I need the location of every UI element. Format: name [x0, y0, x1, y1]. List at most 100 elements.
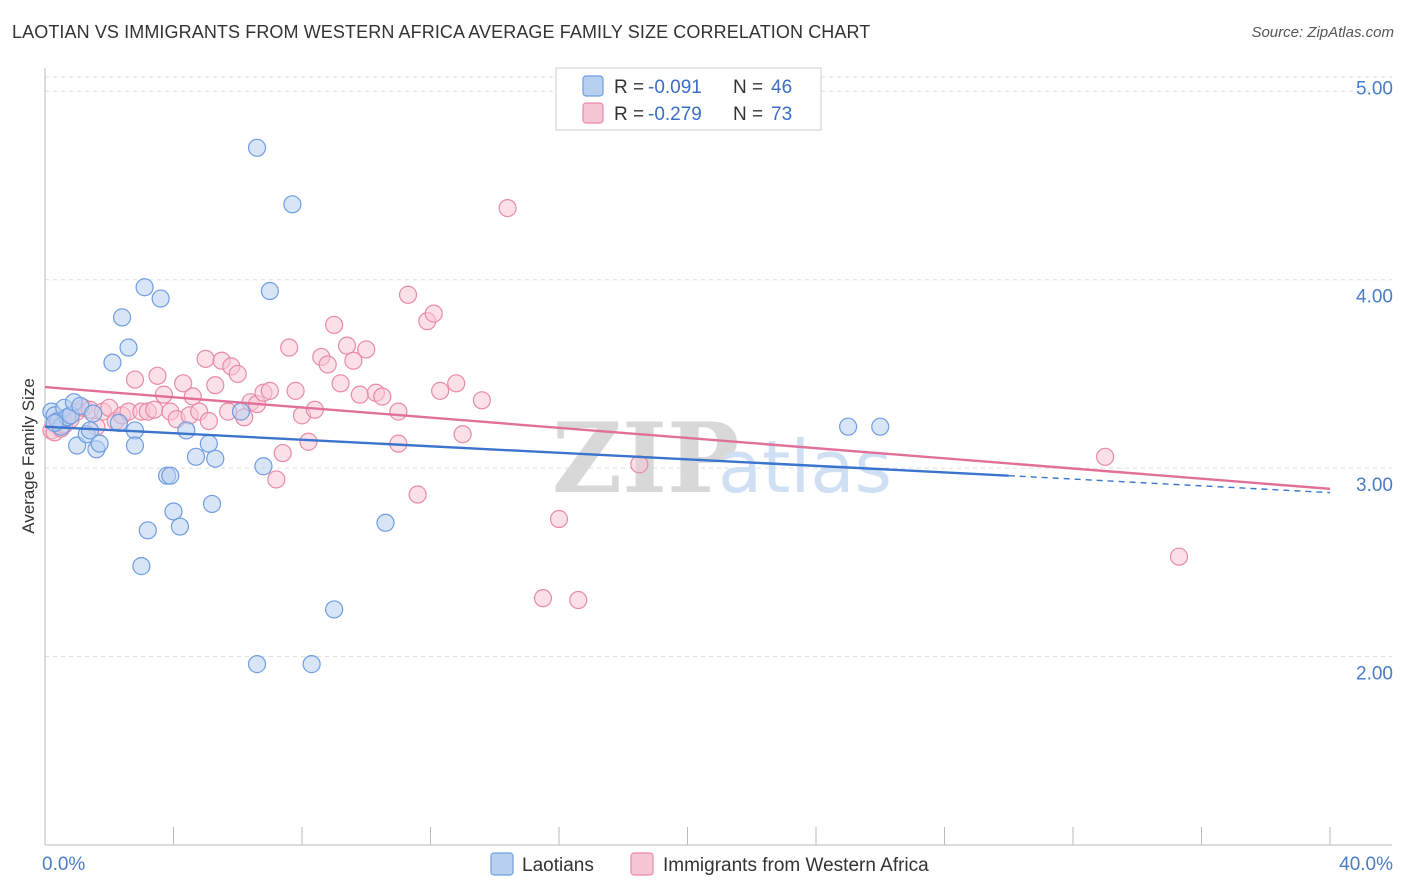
- point-blue-22: [135, 278, 154, 297]
- point-blue-12: [84, 404, 103, 423]
- point-blue-31: [199, 434, 218, 453]
- point-pink-62: [424, 304, 443, 323]
- x-tick-label-min: 0.0%: [42, 854, 85, 875]
- point-blue-16: [109, 413, 128, 433]
- point-pink-28: [196, 349, 215, 368]
- trend-line-blue-extension: [1008, 474, 1331, 494]
- legend-n-value-1: 73: [771, 104, 792, 125]
- point-pink-73: [1169, 547, 1189, 566]
- point-pink-49: [325, 315, 344, 335]
- trend-line-blue: [44, 425, 1009, 477]
- point-blue-17: [112, 308, 132, 327]
- point-blue-37: [254, 457, 273, 476]
- point-pink-54: [357, 340, 376, 359]
- point-blue-44: [871, 417, 890, 436]
- point-blue-40: [302, 655, 321, 674]
- y-axis-title: Average Family Size: [19, 378, 38, 534]
- point-pink-48: [318, 355, 337, 374]
- point-blue-42: [376, 513, 395, 532]
- grid-lines: [45, 76, 1392, 658]
- point-pink-65: [453, 425, 472, 444]
- y-tick-label-2: 3.00: [1356, 475, 1393, 496]
- point-pink-50: [331, 374, 350, 393]
- point-blue-41: [325, 600, 344, 619]
- trend-line-pink: [44, 385, 1331, 491]
- point-blue-45: [45, 413, 64, 433]
- chart-title: LAOTIAN VS IMMIGRANTS FROM WESTERN AFRIC…: [12, 22, 871, 42]
- x-axis-ticks: [44, 827, 1331, 845]
- point-pink-53: [350, 385, 369, 404]
- legend-swatch-laotians: [582, 75, 604, 97]
- watermark-atlas: atlas: [718, 425, 892, 509]
- point-blue-28: [170, 517, 190, 536]
- chart-source: Source: ZipAtlas.com: [1251, 24, 1394, 41]
- watermark: ZIP atlas: [552, 402, 892, 515]
- y-tick-label-1: 4.00: [1356, 287, 1393, 308]
- point-pink-66: [472, 391, 491, 410]
- point-pink-20: [148, 366, 167, 385]
- point-pink-63: [431, 381, 450, 400]
- axes: 5.00 4.00 3.00 2.00 0.0% 40.0% Average Fami…: [19, 68, 1393, 875]
- point-blue-39: [283, 195, 302, 214]
- legend-swatch-western-africa: [582, 102, 604, 124]
- series-laotians-points: [42, 138, 890, 674]
- point-blue-30: [186, 447, 206, 466]
- point-pink-42: [280, 338, 299, 357]
- point-blue-32: [202, 494, 222, 514]
- point-pink-59: [398, 285, 418, 304]
- legend-n-label-1: N =: [733, 104, 763, 125]
- point-blue-23: [138, 521, 157, 540]
- point-pink-26: [183, 387, 202, 406]
- point-pink-52: [344, 351, 363, 370]
- point-blue-33: [206, 449, 225, 468]
- point-pink-67: [498, 198, 517, 218]
- point-pink-70: [569, 590, 588, 610]
- point-pink-56: [373, 387, 392, 406]
- trend-lines: [44, 385, 1331, 494]
- point-blue-35: [247, 138, 267, 157]
- legend-r-value-0: -0.091: [648, 77, 702, 98]
- point-blue-26: [161, 466, 180, 485]
- legend-r-value-1: -0.279: [648, 104, 702, 125]
- point-blue-27: [164, 502, 183, 521]
- point-blue-15: [103, 353, 122, 372]
- point-pink-21: [154, 385, 173, 404]
- legend-r-label-1: R =: [614, 104, 644, 125]
- point-blue-18: [119, 338, 138, 357]
- point-blue-20: [125, 436, 145, 455]
- bottom-legend-swatch-laotians: [490, 852, 514, 876]
- legend-n-value-0: 46: [771, 77, 792, 98]
- point-pink-16: [125, 370, 145, 389]
- y-tick-label-0: 5.00: [1356, 78, 1393, 99]
- point-pink-71: [630, 455, 649, 474]
- point-blue-21: [132, 557, 151, 576]
- point-blue-38: [260, 281, 279, 301]
- bottom-legend: Laotians Immigrants from Western Africa: [490, 852, 929, 876]
- legend-r-label-0: R =: [614, 77, 644, 98]
- x-tick-label-max: 40.0%: [1339, 854, 1393, 875]
- point-pink-40: [267, 470, 286, 489]
- point-pink-19: [145, 400, 164, 419]
- point-blue-29: [177, 421, 196, 440]
- legend-n-label-0: N =: [733, 77, 763, 98]
- point-pink-51: [337, 336, 357, 355]
- point-pink-39: [260, 381, 279, 400]
- bottom-legend-swatch-western-africa: [630, 852, 654, 876]
- point-pink-30: [206, 376, 225, 395]
- point-blue-43: [839, 417, 858, 436]
- point-pink-68: [533, 589, 553, 608]
- point-blue-36: [247, 655, 267, 674]
- point-pink-60: [408, 485, 427, 504]
- point-pink-72: [1096, 447, 1115, 466]
- point-pink-34: [228, 364, 247, 384]
- point-pink-24: [174, 374, 193, 393]
- y-tick-label-3: 2.00: [1356, 664, 1393, 685]
- y-axis-tick-labels: 5.00 4.00 3.00 2.00: [1356, 78, 1393, 684]
- point-blue-34: [231, 402, 251, 421]
- point-pink-43: [286, 381, 305, 400]
- point-pink-41: [273, 443, 292, 463]
- point-blue-24: [151, 289, 170, 308]
- legend: R = -0.091 N = 46 R = -0.279 N = 73: [555, 67, 822, 131]
- point-pink-45: [299, 432, 318, 451]
